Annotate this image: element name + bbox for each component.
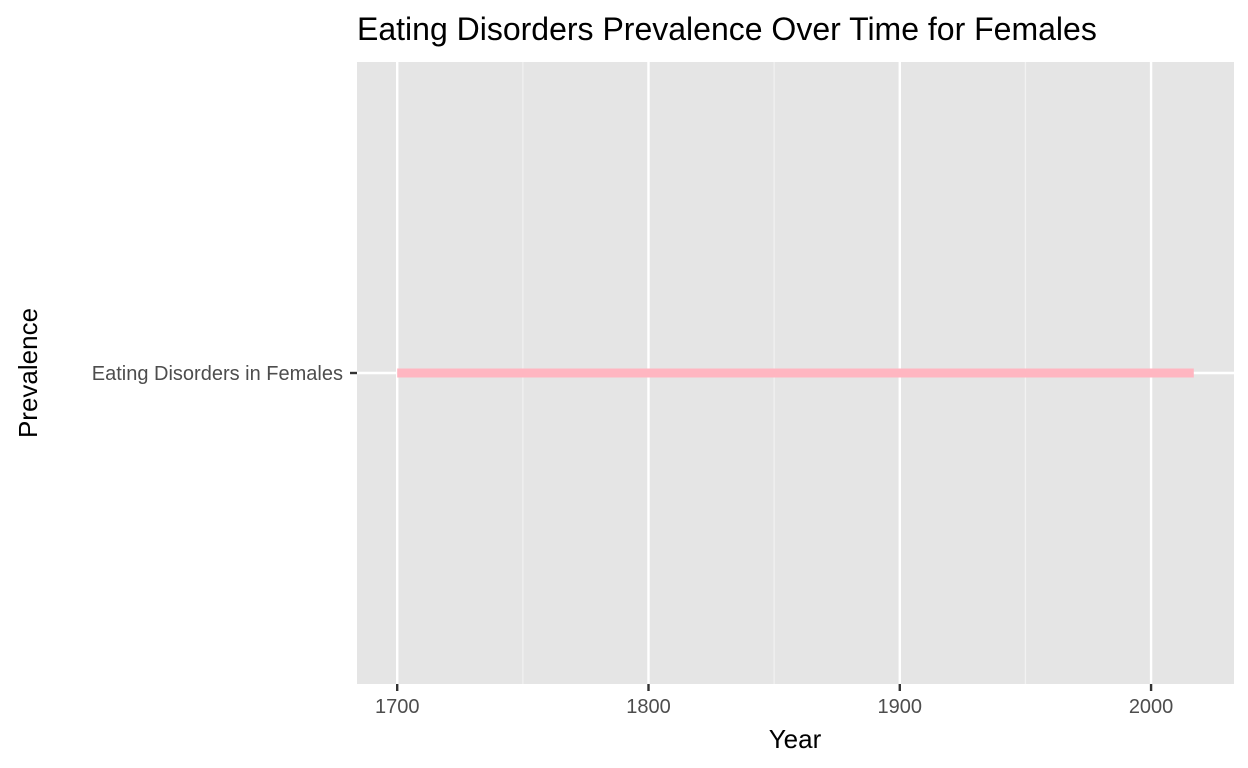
x-axis: 1700 1800 1900 2000	[375, 684, 1173, 718]
x-tick-label-1900: 1900	[878, 696, 923, 718]
x-tick-label-1700: 1700	[375, 696, 420, 718]
y-axis-title: Prevalence	[13, 308, 43, 438]
y-axis: Eating Disorders in Females	[92, 363, 357, 385]
y-tick-label-0: Eating Disorders in Females	[92, 363, 343, 385]
x-axis-title: Year	[769, 724, 822, 754]
x-tick-label-2000: 2000	[1129, 696, 1174, 718]
x-tick-label-1800: 1800	[626, 696, 671, 718]
chart-title: Eating Disorders Prevalence Over Time fo…	[357, 11, 1097, 47]
